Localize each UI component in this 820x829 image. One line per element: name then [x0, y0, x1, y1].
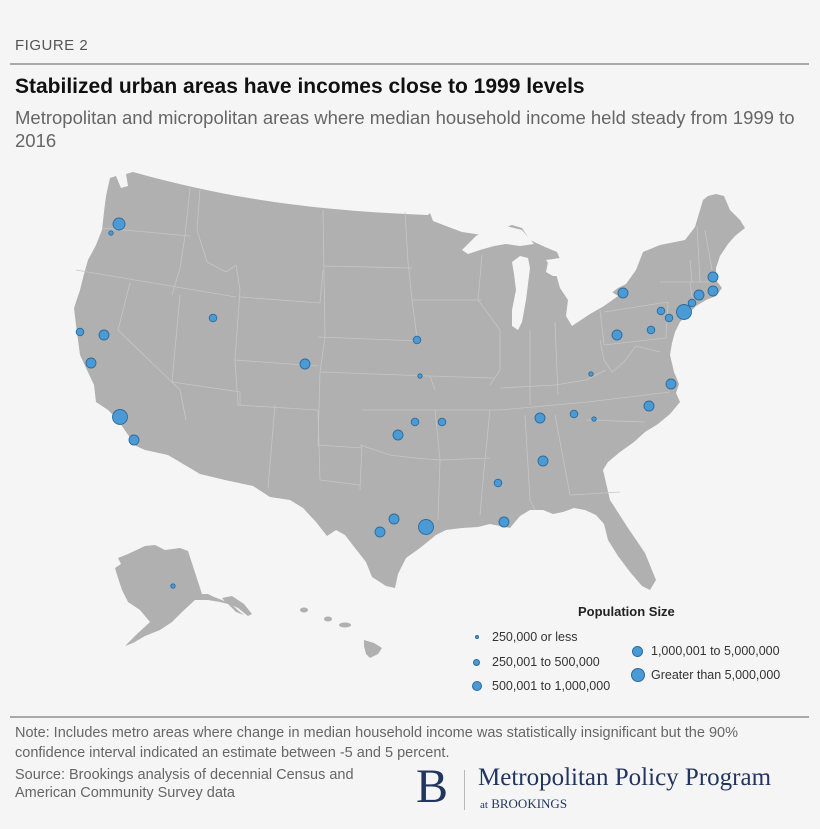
legend-dot-xs-icon [474, 635, 479, 639]
legend-item-xs: 250,000 or less [470, 630, 577, 644]
legend-label: Greater than 5,000,000 [651, 668, 781, 682]
metro-area-dot [676, 304, 692, 320]
hawaii-island-1 [300, 607, 308, 613]
footnote: Note: Includes metro areas where change … [15, 725, 738, 761]
metro-area-dot [646, 325, 656, 335]
metro-area-dot [664, 313, 674, 323]
metro-area-dot [707, 271, 719, 283]
metro-area-dot [418, 519, 434, 535]
metro-area-dot [588, 371, 594, 377]
alaska-shape [115, 545, 244, 646]
population-size-legend: Population Size 250,000 or less 250,001 … [470, 604, 800, 699]
land-masses [74, 172, 745, 658]
metro-area-dot [656, 306, 666, 316]
legend-title: Population Size [578, 604, 675, 619]
logo-program-name: Metropolitan Policy Program [478, 764, 772, 791]
legend-dot-xl-icon [630, 668, 645, 682]
metro-area-dot [85, 357, 97, 369]
brookings-b-logo-icon: B [416, 760, 449, 813]
metro-area-dot [537, 455, 549, 467]
great-lakes [462, 226, 618, 330]
metro-area-dot [112, 217, 126, 231]
legend-item-l: 1,000,001 to 5,000,000 [630, 644, 780, 658]
legend-dot-s-icon [473, 658, 480, 666]
metro-area-dot [374, 526, 386, 538]
metro-area-dot [493, 478, 503, 488]
metro-area-dot [128, 434, 140, 446]
metro-area-dot [412, 335, 422, 345]
source-line-2: American Community Survey data [15, 785, 235, 801]
metro-area-dot [388, 513, 400, 525]
legend-item-s: 250,001 to 500,000 [470, 655, 600, 669]
logo-divider [464, 770, 465, 810]
source-line-1: Source: Brookings analysis of decennial … [15, 767, 354, 783]
legend-dot-m-icon [471, 681, 482, 691]
lake-michigan [512, 256, 530, 330]
legend-dot-l-icon [632, 645, 643, 657]
top-divider [10, 63, 809, 65]
chart-subtitle: Metropolitan and micropolitan areas wher… [15, 107, 795, 151]
metro-area-dot [687, 298, 697, 308]
metro-area-dot [591, 416, 597, 422]
lake-superior [462, 226, 534, 254]
metro-area-dot [569, 409, 579, 419]
metro-area-dot [498, 516, 510, 528]
metro-area-dot [75, 327, 85, 337]
logo-sub-prefix: at [480, 799, 488, 811]
legend-item-xl: Greater than 5,000,000 [630, 668, 780, 682]
legend-label: 250,000 or less [492, 630, 578, 644]
metro-area-dot [611, 329, 623, 341]
source-text: Source: Brookings analysis of decennial … [15, 766, 395, 802]
metro-area-dot [170, 583, 176, 589]
state-borders [75, 187, 713, 521]
logo-subtitle: at BROOKINGS [480, 796, 567, 812]
metro-area-dot [299, 358, 311, 370]
metro-area-dot [437, 417, 447, 427]
metro-area-dot [392, 429, 404, 441]
metro-area-dot [208, 313, 218, 323]
contiguous-us-shape [74, 172, 745, 590]
metro-area-dots [75, 217, 719, 589]
lake-huron-erie [546, 258, 618, 326]
legend-item-m: 500,001 to 1,000,000 [470, 679, 610, 693]
metro-area-dot [98, 329, 110, 341]
logo-sub-org: BROOKINGS [491, 796, 568, 811]
metro-area-dot [417, 373, 423, 379]
legend-label: 250,001 to 500,000 [492, 655, 600, 669]
metro-area-dot [410, 417, 420, 427]
legend-label: 500,001 to 1,000,000 [492, 679, 611, 693]
legend-label: 1,000,001 to 5,000,000 [651, 644, 780, 658]
metro-area-dot [617, 287, 629, 299]
brookings-logo: B Metropolitan Policy Program at BROOKIN… [416, 760, 808, 814]
metro-area-dot [643, 400, 655, 412]
bottom-divider [10, 716, 809, 718]
metro-area-dot [108, 230, 114, 236]
alaska-panhandle [222, 596, 252, 616]
hawaii-big-island [364, 640, 382, 658]
chart-title: Stabilized urban areas have incomes clos… [15, 75, 585, 98]
metro-area-dot [534, 412, 546, 424]
metro-area-dot [112, 409, 128, 425]
metro-area-dot [693, 289, 705, 301]
hawaii-island-2 [324, 616, 332, 622]
metro-area-dot [707, 285, 719, 297]
figure-label: FIGURE 2 [15, 37, 89, 54]
metro-area-dot [665, 378, 677, 390]
hawaii-island-3 [339, 622, 351, 628]
